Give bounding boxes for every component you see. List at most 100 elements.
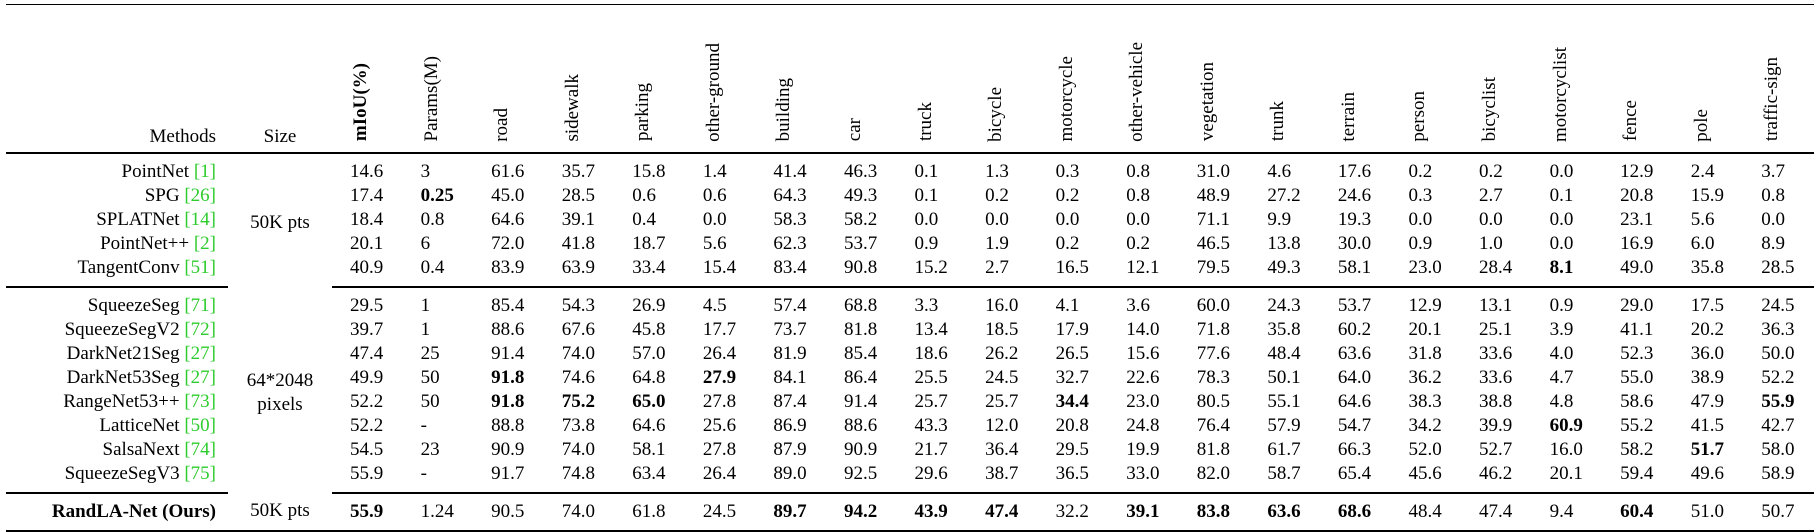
value-cell: 0.8 <box>1761 184 1785 206</box>
method-name: PointNet++ <box>100 232 190 254</box>
method-name: SqueezeSegV2 <box>64 318 180 340</box>
citation: [51] <box>184 256 216 278</box>
value-cell: 64.6 <box>491 208 525 230</box>
header-cell: Size <box>228 4 332 154</box>
value-cell: 45.0 <box>491 184 525 206</box>
value-cell: 14.0 <box>1126 318 1160 340</box>
value-cell: 0.4 <box>402 255 474 288</box>
value-cell: 35.8 <box>1672 255 1744 288</box>
value-cell: 55.1 <box>1267 390 1301 412</box>
method-name: SPLATNet <box>96 208 180 230</box>
value-cell: 74.0 <box>543 492 615 532</box>
value-cell: 90.5 <box>473 492 544 532</box>
value-cell: 0.0 <box>985 208 1009 230</box>
value-cell: 36.0 <box>1690 342 1724 364</box>
value-cell: 67.6 <box>561 318 595 340</box>
column-name: trunk <box>1267 101 1289 142</box>
value-cell: 47.4 <box>1461 492 1532 532</box>
value-cell: 58.3 <box>773 208 807 230</box>
method-name: DarkNet21Seg <box>66 342 180 364</box>
header-cell: pole <box>1672 4 1744 154</box>
column-name: road <box>491 107 513 142</box>
value-cell: 22.6 <box>1126 366 1160 388</box>
value-cell: 41.8 <box>561 232 595 254</box>
value-cell: 24.5 <box>1761 294 1795 316</box>
header-cell: trunk <box>1249 4 1320 154</box>
header-cell: other-ground <box>684 4 756 154</box>
value-cell: 26.9 <box>632 294 666 316</box>
value-cell: 5.6 <box>702 232 727 254</box>
results-table: Methods Size mIoU(%) Params(M) road sidewal… <box>6 4 1814 532</box>
value-cell: 3.3 <box>914 294 939 316</box>
value-cell: 91.8 <box>491 366 525 388</box>
table-row: SPG [26] 17.4 0.25 45.0 28.5 0.6 0.6 64.3 49.3 0.… <box>6 184 1814 208</box>
value-cell: 87.4 <box>773 390 807 412</box>
value-cell: 17.5 <box>1690 294 1724 316</box>
value-cell: 91.7 <box>473 461 544 494</box>
value-cell: 4.0 <box>1549 342 1574 364</box>
table-row: PointNet++ [2] 20.1 6 72.0 41.8 18.7 5.6 62.3 53… <box>6 232 1814 256</box>
table-row: PointNet [1] 50K pts 14.6 3 61.6 35.7 15.8 1.4 4… <box>6 153 1814 234</box>
method-name: DarkNet53Seg <box>66 366 180 388</box>
value-cell: - <box>402 461 474 494</box>
value-cell: 23 <box>420 438 440 460</box>
method-name: SqueezeSeg <box>87 294 180 316</box>
value-cell: 24.5 <box>985 366 1019 388</box>
value-cell: 89.0 <box>755 461 826 494</box>
value-cell: 50.0 <box>1761 342 1795 364</box>
value-cell: 33.6 <box>1479 366 1513 388</box>
value-cell: 26.4 <box>684 461 756 494</box>
table-row: RandLA-Net (Ours) 50K pts 55.9 1.24 90.5 74.0… <box>6 492 1814 532</box>
value-cell: 1.9 <box>985 232 1009 254</box>
value-cell: 24.6 <box>1337 184 1372 206</box>
method-cell: SalsaNext [74] <box>6 438 228 462</box>
citation: [27] <box>184 366 216 388</box>
value-cell: 13.1 <box>1479 294 1513 316</box>
value-cell: 9.4 <box>1531 492 1603 532</box>
value-cell: 52.0 <box>1408 438 1442 460</box>
method-name: RandLA-Net (Ours) <box>51 500 216 522</box>
value-cell: 91.4 <box>843 390 878 412</box>
size-cell: 50K pts <box>228 492 332 532</box>
value-cell: 91.8 <box>491 390 525 412</box>
value-cell: 85.4 <box>843 342 878 364</box>
value-cell: 68.8 <box>843 294 878 316</box>
method-cell: LatticeNet [50] <box>6 414 228 438</box>
value-cell: 83.4 <box>755 255 826 288</box>
citation: [26] <box>184 184 216 206</box>
value-cell: 14.6 <box>350 160 384 182</box>
value-cell: 2.7 <box>967 255 1038 288</box>
value-cell: 75.2 <box>561 390 595 412</box>
value-cell: 64.6 <box>632 414 666 436</box>
column-name: parking <box>632 83 654 142</box>
table-row: LatticeNet [50] 52.2 - 88.8 73.8 64.6 25.6 86.9… <box>6 414 1814 438</box>
size-text: 50K pts <box>250 500 310 521</box>
value-cell: 84.1 <box>773 366 807 388</box>
value-cell: 60.0 <box>1196 294 1230 316</box>
value-cell: 41.4 <box>773 160 807 182</box>
value-cell: 0.8 <box>1126 160 1150 182</box>
value-cell: 25 <box>420 342 440 364</box>
column-name: other-vehicle <box>1126 41 1148 142</box>
value-cell: 20.1 <box>1408 318 1442 340</box>
value-cell: 57.0 <box>632 342 666 364</box>
table-row: DarkNet21Seg [27] 47.4 25 91.4 74.0 57.0 26.4 8… <box>6 342 1814 366</box>
value-cell: 15.6 <box>1126 342 1160 364</box>
value-cell: 51.7 <box>1690 438 1724 460</box>
table-row: TangentConv [51] 40.9 0.4 83.9 63.9 33.4 15.4 8… <box>6 255 1814 288</box>
value-cell: 0.0 <box>1126 208 1150 230</box>
value-cell: 16.0 <box>985 294 1019 316</box>
citation: [74] <box>184 438 216 460</box>
value-cell: 39.1 <box>561 208 595 230</box>
value-cell: 1 <box>420 294 431 316</box>
value-cell: 88.6 <box>843 414 878 436</box>
method-cell: TangentConv [51] <box>6 255 228 288</box>
value-cell: 12.9 <box>1408 294 1442 316</box>
value-cell: 15.9 <box>1690 184 1724 206</box>
value-cell: 85.4 <box>491 294 525 316</box>
method-cell: SPLATNet [14] <box>6 208 228 232</box>
value-cell: 51.0 <box>1672 492 1744 532</box>
value-cell: 36.4 <box>985 438 1019 460</box>
value-cell: 36.3 <box>1761 318 1795 340</box>
value-cell: 1.0 <box>1479 232 1503 254</box>
